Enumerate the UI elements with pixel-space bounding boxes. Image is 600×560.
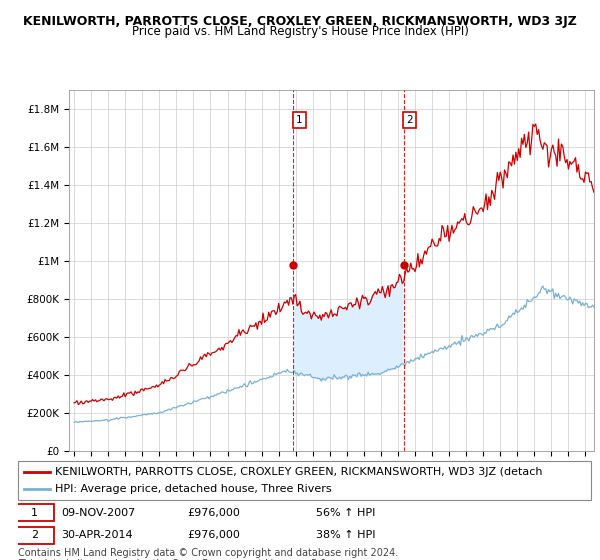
Text: KENILWORTH, PARROTTS CLOSE, CROXLEY GREEN, RICKMANSWORTH, WD3 3JZ: KENILWORTH, PARROTTS CLOSE, CROXLEY GREE… [23,15,577,28]
Text: £976,000: £976,000 [187,530,240,540]
Text: KENILWORTH, PARROTTS CLOSE, CROXLEY GREEN, RICKMANSWORTH, WD3 3JZ (detach: KENILWORTH, PARROTTS CLOSE, CROXLEY GREE… [55,467,543,477]
FancyBboxPatch shape [15,526,54,544]
Text: 38% ↑ HPI: 38% ↑ HPI [316,530,376,540]
Text: Contains HM Land Registry data © Crown copyright and database right 2024.
This d: Contains HM Land Registry data © Crown c… [18,548,398,560]
Text: 1: 1 [31,507,38,517]
Text: Price paid vs. HM Land Registry's House Price Index (HPI): Price paid vs. HM Land Registry's House … [131,25,469,38]
Text: HPI: Average price, detached house, Three Rivers: HPI: Average price, detached house, Thre… [55,484,332,494]
FancyBboxPatch shape [15,504,54,521]
Text: 30-APR-2014: 30-APR-2014 [61,530,133,540]
Text: 2: 2 [406,115,413,125]
Text: 56% ↑ HPI: 56% ↑ HPI [316,507,376,517]
FancyBboxPatch shape [18,461,591,500]
Text: £976,000: £976,000 [187,507,240,517]
Text: 1: 1 [296,115,302,125]
Text: 09-NOV-2007: 09-NOV-2007 [61,507,135,517]
Text: 2: 2 [31,530,38,540]
